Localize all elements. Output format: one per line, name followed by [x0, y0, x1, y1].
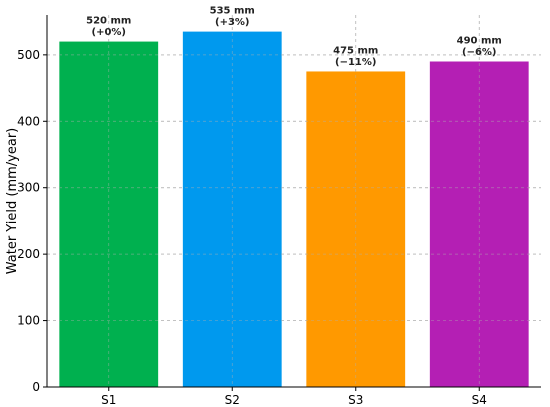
y-tick-label: 400: [17, 114, 40, 128]
x-tick-label: S2: [225, 393, 240, 407]
axes-layer: [46, 15, 541, 388]
data-label-change: (−11%): [335, 57, 376, 68]
data-label-value: 520 mm: [86, 16, 131, 27]
x-tick-label: S3: [348, 393, 363, 407]
x-tick-label: S4: [472, 393, 487, 407]
x-tick-label: S1: [101, 393, 116, 407]
y-axis-title: Water Yield (mm/year): [5, 128, 20, 275]
data-label-s1: 520 mm (+0%): [86, 16, 131, 38]
y-tick-label: 0: [32, 380, 40, 394]
data-label-change: (+3%): [215, 17, 250, 28]
data-label-s4: 490 mm (−6%): [457, 36, 502, 59]
bar-s4: [429, 61, 529, 387]
data-label-change: (+0%): [92, 27, 127, 38]
bars-layer: [47, 15, 541, 388]
data-label-s2: 535 mm (+3%): [210, 6, 255, 29]
data-label-change: (−6%): [462, 47, 497, 58]
data-label-value: 535 mm: [210, 6, 255, 17]
data-label-value: 490 mm: [457, 36, 502, 47]
y-tick-label: 300: [17, 181, 40, 195]
y-tick-label: 500: [17, 48, 40, 62]
data-labels: 520 mm (+0%) 535 mm (+3%) 475 mm (−11%) 490 mm…: [86, 6, 502, 68]
data-label-s3: 475 mm (−11%): [333, 45, 378, 68]
x-ticks: S1 S2 S3 S4: [101, 387, 487, 407]
y-ticks: 0 100 200 300 400 500: [17, 48, 47, 394]
y-tick-label: 200: [17, 247, 40, 261]
y-tick-label: 100: [17, 314, 40, 328]
data-label-value: 475 mm: [333, 45, 378, 56]
